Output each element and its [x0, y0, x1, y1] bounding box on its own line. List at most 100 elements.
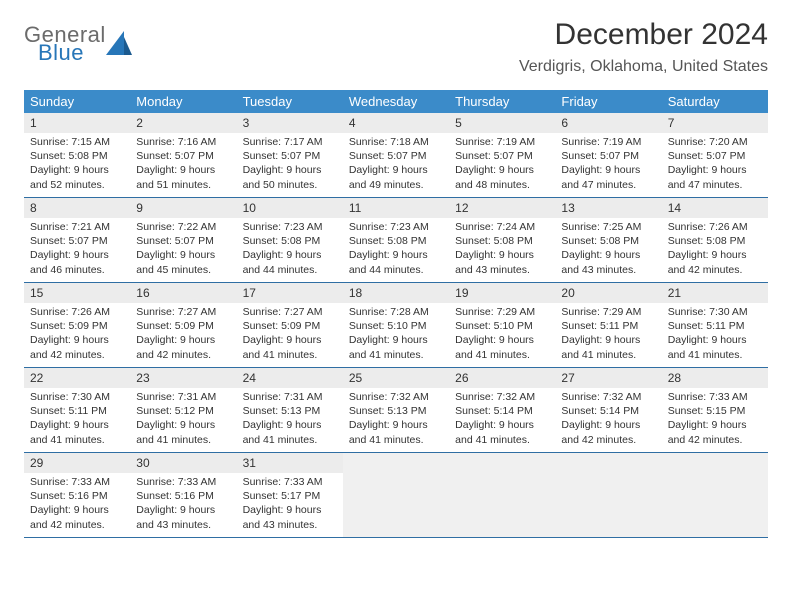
sunset-text: Sunset: 5:13 PM	[349, 404, 443, 418]
day-body: Sunrise: 7:30 AMSunset: 5:11 PMDaylight:…	[24, 388, 130, 451]
sunset-text: Sunset: 5:09 PM	[136, 319, 230, 333]
day-body: Sunrise: 7:27 AMSunset: 5:09 PMDaylight:…	[237, 303, 343, 366]
day-number-bar: 7	[662, 113, 768, 133]
day-number: 11	[349, 201, 361, 215]
sunset-text: Sunset: 5:17 PM	[243, 489, 337, 503]
day-number: 23	[136, 371, 149, 385]
daylight-text: Daylight: 9 hours and 41 minutes.	[668, 333, 762, 361]
day-number-bar: 24	[237, 368, 343, 388]
day-cell: 1 Sunrise: 7:15 AMSunset: 5:08 PMDaylight…	[24, 113, 130, 197]
day-cell: 19Sunrise: 7:29 AMSunset: 5:10 PMDayligh…	[449, 283, 555, 367]
sunset-text: Sunset: 5:08 PM	[30, 149, 124, 163]
calendar: Sunday Monday Tuesday Wednesday Thursday…	[24, 90, 768, 538]
day-number: 22	[30, 371, 43, 385]
sunset-text: Sunset: 5:15 PM	[668, 404, 762, 418]
daylight-text: Daylight: 9 hours and 48 minutes.	[455, 163, 549, 191]
day-cell: 26Sunrise: 7:32 AMSunset: 5:14 PMDayligh…	[449, 368, 555, 452]
day-body: Sunrise: 7:23 AMSunset: 5:08 PMDaylight:…	[343, 218, 449, 281]
day-cell: 12Sunrise: 7:24 AMSunset: 5:08 PMDayligh…	[449, 198, 555, 282]
day-body: Sunrise: 7:30 AMSunset: 5:11 PMDaylight:…	[662, 303, 768, 366]
sunrise-text: Sunrise: 7:31 AM	[136, 390, 230, 404]
day-body: Sunrise: 7:15 AMSunset: 5:08 PMDaylight:…	[24, 133, 130, 196]
day-cell: 6Sunrise: 7:19 AMSunset: 5:07 PMDaylight…	[555, 113, 661, 197]
day-number: 24	[243, 371, 256, 385]
day-number-bar: 18	[343, 283, 449, 303]
day-number-bar: 20	[555, 283, 661, 303]
weekday-tuesday: Tuesday	[237, 90, 343, 113]
day-cell: 8Sunrise: 7:21 AMSunset: 5:07 PMDaylight…	[24, 198, 130, 282]
daylight-text: Daylight: 9 hours and 41 minutes.	[455, 418, 549, 446]
day-body: Sunrise: 7:18 AMSunset: 5:07 PMDaylight:…	[343, 133, 449, 196]
sunrise-text: Sunrise: 7:21 AM	[30, 220, 124, 234]
sunrise-text: Sunrise: 7:19 AM	[455, 135, 549, 149]
day-cell: 15Sunrise: 7:26 AMSunset: 5:09 PMDayligh…	[24, 283, 130, 367]
daylight-text: Daylight: 9 hours and 43 minutes.	[243, 503, 337, 531]
day-number-bar: 19	[449, 283, 555, 303]
day-number: 30	[136, 456, 149, 470]
sunrise-text: Sunrise: 7:32 AM	[455, 390, 549, 404]
day-number: 29	[30, 456, 43, 470]
daylight-text: Daylight: 9 hours and 46 minutes.	[30, 248, 124, 276]
day-body: Sunrise: 7:33 AMSunset: 5:16 PMDaylight:…	[24, 473, 130, 536]
sunrise-text: Sunrise: 7:29 AM	[455, 305, 549, 319]
weekday-monday: Monday	[130, 90, 236, 113]
daylight-text: Daylight: 9 hours and 41 minutes.	[243, 333, 337, 361]
sunset-text: Sunset: 5:07 PM	[668, 149, 762, 163]
daylight-text: Daylight: 9 hours and 42 minutes.	[30, 503, 124, 531]
month-title: December 2024	[519, 18, 768, 52]
day-body: Sunrise: 7:31 AMSunset: 5:13 PMDaylight:…	[237, 388, 343, 451]
day-cell: 13Sunrise: 7:25 AMSunset: 5:08 PMDayligh…	[555, 198, 661, 282]
day-number: 1	[30, 116, 37, 130]
day-number-bar: 21	[662, 283, 768, 303]
week-row: 22 Sunrise: 7:30 AMSunset: 5:11 PMDayligh…	[24, 368, 768, 453]
day-number: 4	[349, 116, 356, 130]
day-cell: 7Sunrise: 7:20 AMSunset: 5:07 PMDaylight…	[662, 113, 768, 197]
day-body: Sunrise: 7:32 AMSunset: 5:14 PMDaylight:…	[449, 388, 555, 451]
sunrise-text: Sunrise: 7:22 AM	[136, 220, 230, 234]
day-cell	[555, 453, 661, 537]
daylight-text: Daylight: 9 hours and 43 minutes.	[561, 248, 655, 276]
day-number: 15	[30, 286, 43, 300]
day-body: Sunrise: 7:29 AMSunset: 5:10 PMDaylight:…	[449, 303, 555, 366]
day-cell: 17Sunrise: 7:27 AMSunset: 5:09 PMDayligh…	[237, 283, 343, 367]
sunrise-text: Sunrise: 7:30 AM	[668, 305, 762, 319]
day-cell: 9Sunrise: 7:22 AMSunset: 5:07 PMDaylight…	[130, 198, 236, 282]
weekday-sunday: Sunday	[24, 90, 130, 113]
sunset-text: Sunset: 5:16 PM	[136, 489, 230, 503]
day-number: 25	[349, 371, 362, 385]
daylight-text: Daylight: 9 hours and 52 minutes.	[30, 163, 124, 191]
daylight-text: Daylight: 9 hours and 43 minutes.	[136, 503, 230, 531]
day-cell: 14Sunrise: 7:26 AMSunset: 5:08 PMDayligh…	[662, 198, 768, 282]
day-cell: 30 Sunrise: 7:33 AMSunset: 5:16 PMDayligh…	[130, 453, 236, 537]
day-cell: 3Sunrise: 7:17 AMSunset: 5:07 PMDaylight…	[237, 113, 343, 197]
daylight-text: Daylight: 9 hours and 42 minutes.	[136, 333, 230, 361]
weekday-wednesday: Wednesday	[343, 90, 449, 113]
day-number: 6	[561, 116, 568, 130]
day-cell: 25 Sunrise: 7:32 AMSunset: 5:13 PMDayligh…	[343, 368, 449, 452]
day-number: 28	[668, 371, 681, 385]
sunrise-text: Sunrise: 7:30 AM	[30, 390, 124, 404]
weekday-header-row: Sunday Monday Tuesday Wednesday Thursday…	[24, 90, 768, 113]
day-cell: 10Sunrise: 7:23 AMSunset: 5:08 PMDayligh…	[237, 198, 343, 282]
day-number-bar: 23	[130, 368, 236, 388]
weeks-container: 1 Sunrise: 7:15 AMSunset: 5:08 PMDaylight…	[24, 113, 768, 538]
day-number: 8	[30, 201, 37, 215]
sunset-text: Sunset: 5:07 PM	[136, 149, 230, 163]
day-cell: 5Sunrise: 7:19 AMSunset: 5:07 PMDaylight…	[449, 113, 555, 197]
daylight-text: Daylight: 9 hours and 42 minutes.	[561, 418, 655, 446]
day-number: 31	[243, 456, 256, 470]
day-number-bar: 25	[343, 368, 449, 388]
sunrise-text: Sunrise: 7:33 AM	[136, 475, 230, 489]
sunrise-text: Sunrise: 7:33 AM	[243, 475, 337, 489]
sunrise-text: Sunrise: 7:19 AM	[561, 135, 655, 149]
day-body: Sunrise: 7:32 AMSunset: 5:13 PMDaylight:…	[343, 388, 449, 451]
day-number: 16	[136, 286, 149, 300]
sunset-text: Sunset: 5:13 PM	[243, 404, 337, 418]
day-number: 13	[561, 201, 574, 215]
day-cell	[662, 453, 768, 537]
day-number: 5	[455, 116, 462, 130]
day-number-bar: 8	[24, 198, 130, 218]
day-cell: 16Sunrise: 7:27 AMSunset: 5:09 PMDayligh…	[130, 283, 236, 367]
weekday-saturday: Saturday	[662, 90, 768, 113]
sunset-text: Sunset: 5:11 PM	[561, 319, 655, 333]
